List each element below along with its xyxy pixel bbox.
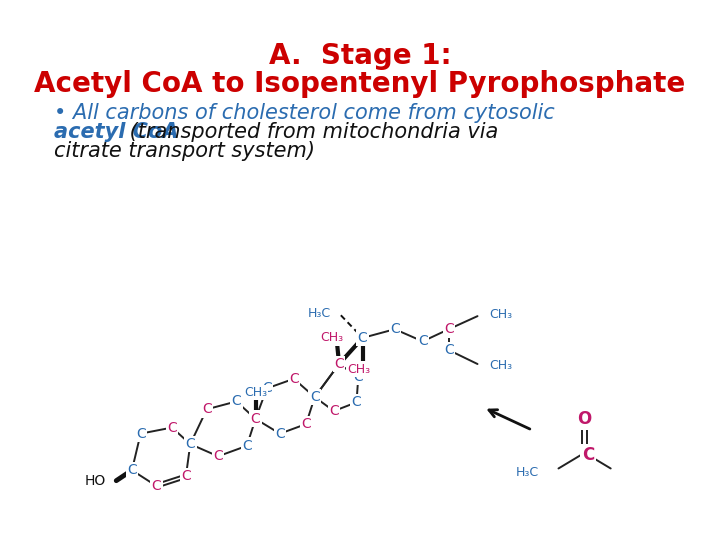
Text: C: C bbox=[418, 334, 428, 348]
Text: C: C bbox=[136, 427, 145, 441]
Text: C: C bbox=[262, 381, 271, 395]
Text: C: C bbox=[310, 390, 320, 404]
Text: C: C bbox=[310, 390, 320, 404]
Text: C: C bbox=[202, 402, 212, 416]
Text: C: C bbox=[151, 479, 161, 493]
Text: HO: HO bbox=[84, 474, 106, 488]
Text: C: C bbox=[289, 372, 299, 386]
Text: C: C bbox=[251, 412, 261, 426]
Text: CH₃: CH₃ bbox=[348, 363, 371, 376]
Text: C: C bbox=[390, 322, 400, 336]
Text: C: C bbox=[213, 449, 223, 463]
Text: H₃C: H₃C bbox=[516, 467, 539, 480]
Text: C: C bbox=[351, 395, 361, 409]
Text: C: C bbox=[232, 394, 241, 408]
Text: C: C bbox=[358, 331, 367, 345]
Text: CH₃: CH₃ bbox=[490, 308, 513, 321]
Text: C: C bbox=[444, 343, 454, 357]
Text: CH₃: CH₃ bbox=[490, 359, 513, 372]
Text: C: C bbox=[185, 437, 195, 451]
Text: acetyl CoA: acetyl CoA bbox=[53, 122, 178, 142]
Text: (transported from mitochondria via: (transported from mitochondria via bbox=[123, 122, 498, 142]
Text: C: C bbox=[329, 404, 339, 418]
Text: A.  Stage 1:: A. Stage 1: bbox=[269, 42, 451, 70]
Text: C: C bbox=[444, 322, 454, 336]
Text: C: C bbox=[251, 412, 261, 426]
Text: C: C bbox=[354, 370, 363, 384]
Text: C: C bbox=[301, 417, 311, 431]
Text: C: C bbox=[275, 427, 285, 441]
Text: CH₃: CH₃ bbox=[320, 332, 343, 345]
Text: H₃C: H₃C bbox=[307, 307, 330, 320]
Text: C: C bbox=[167, 421, 177, 435]
Text: C: C bbox=[242, 439, 252, 453]
Text: CH₃: CH₃ bbox=[244, 386, 267, 399]
Text: C: C bbox=[127, 463, 137, 477]
Text: citrate transport system): citrate transport system) bbox=[53, 141, 315, 161]
Text: Acetyl CoA to Isopentenyl Pyrophosphate: Acetyl CoA to Isopentenyl Pyrophosphate bbox=[35, 70, 685, 98]
Text: • All carbons of cholesterol come from cytosolic: • All carbons of cholesterol come from c… bbox=[53, 103, 554, 123]
Text: C: C bbox=[582, 446, 594, 463]
Text: C: C bbox=[334, 357, 344, 371]
Text: C: C bbox=[181, 469, 191, 483]
Text: O: O bbox=[577, 410, 592, 428]
Text: C: C bbox=[185, 437, 195, 451]
